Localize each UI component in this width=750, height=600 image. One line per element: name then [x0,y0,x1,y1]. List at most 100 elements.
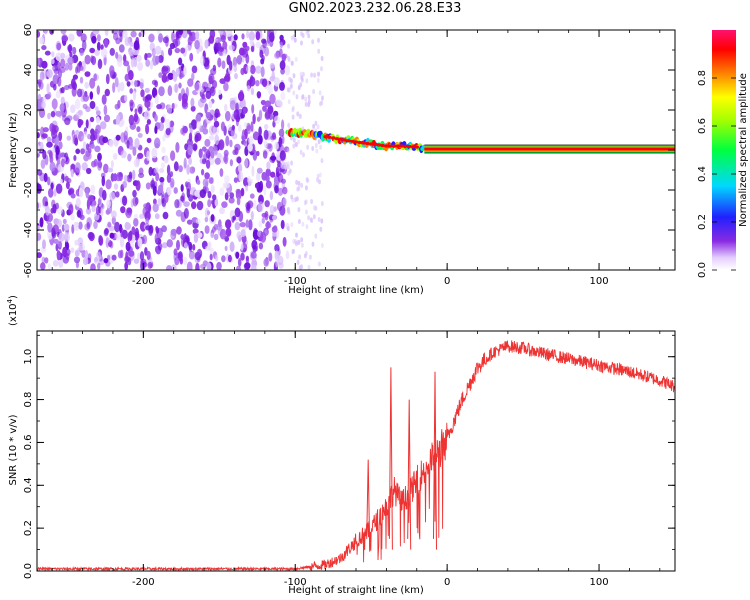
spectral-noise-blob [320,218,324,224]
spectral-noise-blob [115,174,122,182]
spectral-noise-blob [37,57,41,67]
spectral-noise-blob [265,180,272,189]
spectral-noise-blob [145,182,151,190]
spectral-noise-blob [317,139,321,145]
spectral-noise-blob [151,48,156,57]
spectral-noise-blob [229,192,235,199]
spectral-noise-blob [209,86,216,97]
spectral-noise-blob [180,195,185,202]
spectral-noise-blob [287,99,291,105]
spectral-noise-blob [246,65,251,73]
spectral-noise-blob [68,33,75,42]
spectral-noise-blob [242,41,248,48]
spectral-noise-blob [269,93,276,105]
spectral-noise-blob [294,197,297,203]
spectral-noise-blob [75,162,81,173]
spectral-noise-blob [104,30,109,37]
spectral-noise-blob [194,39,200,50]
spectral-noise-blob [166,164,171,176]
spectral-noise-blob [55,243,59,252]
spectral-noise-blob [155,172,160,182]
spectral-noise-blob [305,185,308,191]
spectral-noise-blob [63,223,70,231]
spectral-noise-blob [300,75,304,81]
spectral-noise-blob [306,144,309,150]
spectral-noise-blob [232,56,238,68]
spectral-noise-blob [39,217,44,228]
snr-spike [433,371,437,550]
spectral-noise-blob [246,124,251,135]
spectral-noise-blob [85,188,89,199]
spectral-noise-blob [151,79,157,85]
spectral-noise-blob [256,171,261,182]
spectral-noise-blob [279,60,286,71]
spectral-noise-blob [139,213,145,219]
spectral-noise-blob [292,137,296,143]
spectral-noise-blob [274,141,279,150]
snr-exponent-label: (x104) [6,295,19,326]
spectral-noise-blob [291,249,295,255]
snr-spike [388,367,393,550]
spectral-noise-blob [192,143,198,151]
spectral-noise-blob [270,135,277,141]
spectral-noise-blob [294,56,298,62]
spectral-noise-blob [283,146,290,153]
spectral-noise-blob [161,225,168,233]
spectral-noise-blob [291,107,295,113]
spectral-noise-blob [210,185,215,193]
spectrogram-ylabel: Frequency (Hz) [8,112,19,188]
spectral-noise-blob [157,121,165,132]
spectral-noise-blob [47,222,53,233]
spectral-noise-blob [70,193,76,199]
spectral-noise-blob [108,139,114,148]
spectral-noise-blob [103,114,111,123]
spectral-noise-blob [304,101,308,107]
spectral-noise-blob [56,250,61,261]
spectral-noise-blob [246,200,254,209]
y-tick-label: 60 [23,24,34,37]
spectral-noise-blob [97,198,101,206]
spectral-noise-blob [138,172,145,179]
spectral-noise-blob [132,146,137,156]
spectral-noise-blob [313,72,316,78]
spectral-noise-blob [300,40,303,46]
spectral-noise-blob [225,30,233,37]
spectral-noise-blob [295,179,298,185]
spectral-noise-blob [282,236,287,247]
spectral-noise-blob [275,99,282,107]
spectral-noise-blob [151,87,158,98]
spectral-noise-blob [290,83,293,89]
spectral-noise-blob [132,196,138,207]
spectral-noise-blob [183,65,187,76]
spectral-noise-blob [144,110,150,120]
spectral-noise-blob [76,30,83,37]
spectral-noise-blob [282,186,288,195]
spectral-noise-blob [287,122,291,128]
spectral-noise-blob [220,34,226,43]
spectral-noise-blob [241,47,247,56]
spectral-noise-blob [113,32,119,41]
spectral-noise-blob [154,233,159,244]
spectral-noise-blob [269,31,275,43]
spectral-noise-blob [46,136,52,143]
spectral-noise-blob [92,30,100,35]
spectral-noise-blob [186,261,193,270]
spectral-noise-blob [165,118,171,129]
spectral-noise-blob [49,30,55,35]
spectral-noise-blob [93,73,98,82]
spectral-noise-blob [274,244,280,252]
spectral-noise-blob [53,188,57,197]
spectral-noise-blob [249,39,254,47]
spectral-noise-blob [221,60,226,69]
spectral-noise-blob [75,66,79,74]
spectral-noise-blob [74,239,79,246]
spectral-noise-blob [188,251,196,260]
y-tick-label: 1.0 [23,349,34,365]
spectral-noise-blob [281,135,285,145]
spectral-noise-blob [56,219,62,228]
spectral-noise-blob [58,259,64,268]
spectral-noise-blob [278,128,285,137]
spectral-noise-blob [124,94,128,102]
spectral-noise-blob [183,208,189,219]
